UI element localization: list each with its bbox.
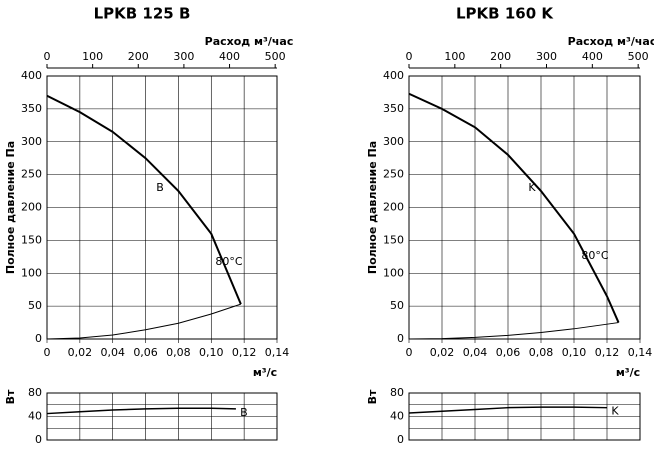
x-tick-label: 0,10 [562, 346, 587, 359]
x-tick-label: 0,02 [430, 346, 455, 359]
chart-title: LPKB 160 K [456, 5, 554, 23]
y-tick-label: 0 [397, 433, 404, 446]
x2-tick-label: 0 [44, 50, 51, 63]
x-tick-label: 0,06 [496, 346, 521, 359]
x-tick-label: 0,04 [100, 346, 125, 359]
y-axis-label: Полное давление Па [366, 141, 379, 274]
x2-tick-label: 400 [582, 50, 603, 63]
y-tick-label: 200 [21, 201, 42, 214]
y-axis-label: Вт [4, 389, 17, 404]
y-axis-label: Вт [366, 389, 379, 404]
x-tick-label: 0,04 [463, 346, 488, 359]
y-tick-label: 150 [21, 233, 42, 246]
y-tick-label: 40 [390, 410, 404, 423]
curve-label: K [528, 181, 536, 194]
curve-label: K [611, 405, 619, 418]
x2-axis-label: Расход м³/час [568, 35, 654, 48]
y-tick-label: 250 [21, 168, 42, 181]
x-tick-label: 0 [44, 346, 51, 359]
y-tick-label: 150 [383, 233, 404, 246]
y-axis-label: Полное давление Па [4, 141, 17, 274]
x-axis-label: м³/с [253, 366, 277, 379]
y-tick-label: 50 [390, 299, 404, 312]
curve [46, 407, 236, 415]
y-tick-label: 0 [35, 433, 42, 446]
y-tick-label: 250 [383, 168, 404, 181]
y-tick-label: 400 [383, 69, 404, 82]
curve [408, 406, 608, 414]
curve [408, 322, 619, 340]
x2-tick-label: 300 [536, 50, 557, 63]
x2-tick-label: 100 [82, 50, 103, 63]
chart-title: LPKB 125 B [94, 5, 191, 23]
y-tick-label: 80 [390, 386, 404, 399]
y-tick-label: 0 [35, 332, 42, 345]
y-tick-label: 100 [21, 266, 42, 279]
x-tick-label: 0,02 [68, 346, 93, 359]
x-tick-label: 0,14 [628, 346, 653, 359]
x-tick-label: 0,06 [133, 346, 158, 359]
x2-tick-label: 500 [628, 50, 649, 63]
x-tick-label: 0,12 [232, 346, 257, 359]
y-tick-label: 400 [21, 69, 42, 82]
x2-tick-label: 200 [490, 50, 511, 63]
curve-label: B [240, 406, 248, 419]
x-tick-label: 0,08 [529, 346, 554, 359]
y-tick-label: 80 [28, 386, 42, 399]
x2-tick-label: 500 [265, 50, 286, 63]
curve [408, 92, 620, 323]
y-tick-label: 0 [397, 332, 404, 345]
curve-label: 80°C [215, 255, 242, 268]
x2-tick-label: 100 [444, 50, 465, 63]
y-tick-label: 100 [383, 266, 404, 279]
x-tick-label: 0 [406, 346, 413, 359]
y-tick-label: 300 [21, 135, 42, 148]
y-tick-label: 200 [383, 201, 404, 214]
y-tick-label: 350 [21, 102, 42, 115]
y-tick-label: 40 [28, 410, 42, 423]
curve-label: 80°C [581, 249, 608, 262]
x2-tick-label: 0 [406, 50, 413, 63]
y-tick-label: 50 [28, 299, 42, 312]
x-tick-label: 0,12 [595, 346, 620, 359]
curve [46, 303, 242, 340]
y-tick-label: 300 [383, 135, 404, 148]
y-tick-label: 350 [383, 102, 404, 115]
x-tick-label: 0,08 [166, 346, 191, 359]
x2-tick-label: 200 [128, 50, 149, 63]
x2-tick-label: 400 [219, 50, 240, 63]
x-axis-label: м³/с [616, 366, 640, 379]
x-tick-label: 0,14 [265, 346, 290, 359]
x-tick-label: 0,10 [199, 346, 224, 359]
curve [46, 94, 242, 305]
x2-tick-label: 300 [173, 50, 194, 63]
curve-label: B [156, 181, 164, 194]
x2-axis-label: Расход м³/час [205, 35, 294, 48]
